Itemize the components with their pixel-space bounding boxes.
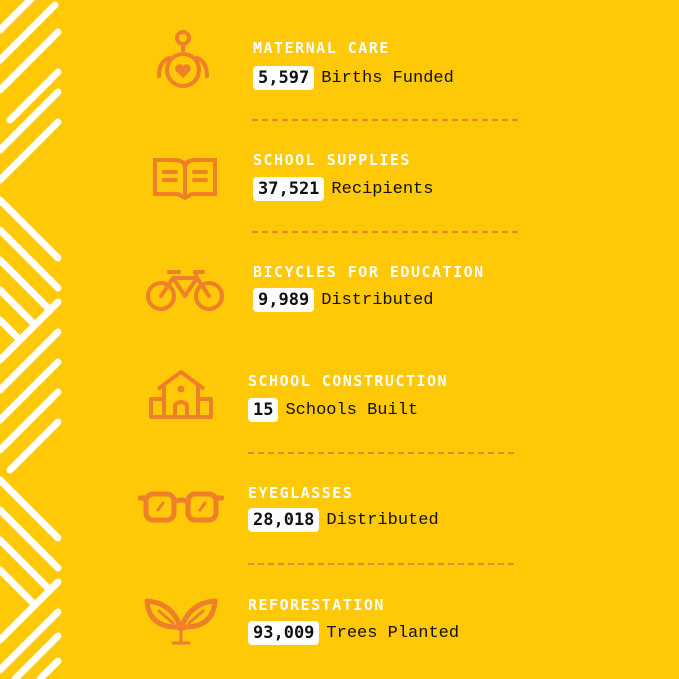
divider — [248, 563, 514, 565]
decorative-pattern — [0, 0, 62, 679]
item-unit: Schools Built — [285, 400, 419, 420]
item-title: SCHOOL CONSTRUCTION — [248, 372, 449, 390]
baby-heart-icon — [157, 30, 209, 88]
item-unit: Distributed — [321, 290, 434, 310]
item-value: 9,989 — [253, 288, 315, 312]
item-title: MATERNAL CARE — [253, 39, 390, 57]
item-value: 5,597 — [253, 66, 315, 90]
eyeglasses-icon — [138, 491, 224, 523]
sprout-icon — [144, 598, 218, 645]
divider — [248, 452, 514, 454]
item-value: 15 — [248, 398, 279, 422]
item-value-row: 28,018 Distributed — [248, 508, 439, 532]
item-value-row: 93,009 Trees Planted — [248, 621, 459, 645]
item-value-row: 37,521 Recipients — [253, 177, 433, 201]
item-unit: Births Funded — [321, 68, 454, 88]
school-house-icon — [149, 370, 213, 419]
item-unit: Distributed — [326, 510, 439, 530]
bicycle-icon — [146, 270, 224, 311]
item-value: 37,521 — [253, 177, 325, 201]
item-value-row: 5,597 Births Funded — [253, 66, 454, 90]
divider — [252, 119, 518, 121]
item-title: REFORESTATION — [248, 596, 385, 614]
item-unit: Trees Planted — [326, 623, 460, 643]
item-title: BICYCLES FOR EDUCATION — [253, 263, 485, 281]
item-title: SCHOOL SUPPLIES — [253, 151, 411, 169]
item-value-row: 9,989 Distributed — [253, 288, 433, 312]
open-book-icon — [153, 158, 217, 200]
item-unit: Recipients — [331, 179, 434, 199]
item-value-row: 15 Schools Built — [248, 398, 418, 422]
divider — [252, 231, 518, 233]
item-value: 93,009 — [248, 621, 320, 645]
item-title: EYEGLASSES — [248, 484, 354, 502]
item-value: 28,018 — [248, 508, 320, 532]
